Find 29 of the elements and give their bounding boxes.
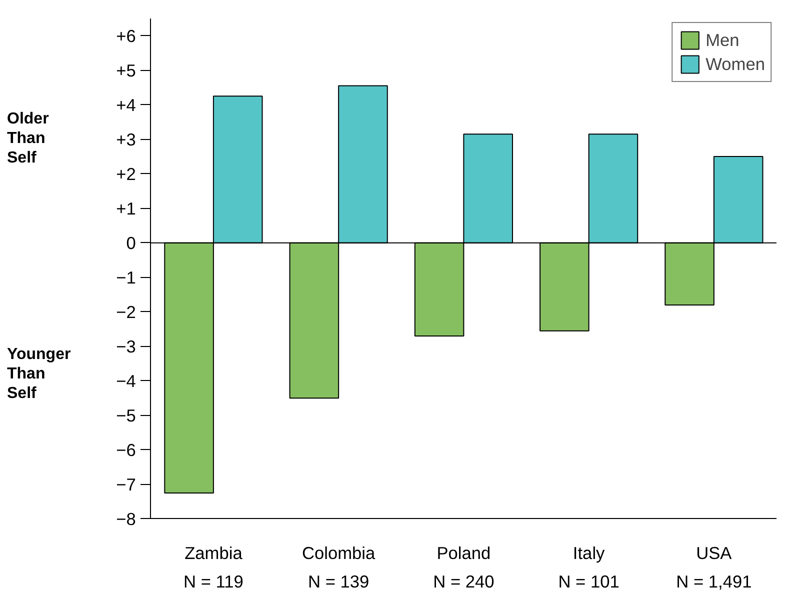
y-tick-label: 0 xyxy=(126,232,136,253)
text: N = 1,491 xyxy=(676,571,752,592)
y-tick-label: −3 xyxy=(116,336,136,356)
legend-label: Women xyxy=(706,54,765,74)
y-tick-label: −4 xyxy=(116,370,136,391)
text: N = 139 xyxy=(308,571,370,592)
text: N = 119 xyxy=(184,571,244,592)
y-tick-label: −2 xyxy=(116,302,136,322)
y-tick-label: +1 xyxy=(116,198,136,218)
x-tick-label: Colombia xyxy=(302,542,376,563)
x-tick-label: Zambia xyxy=(184,542,243,563)
y-tick-label: −1 xyxy=(116,267,136,288)
y-tick-label: −8 xyxy=(116,508,136,529)
x-tick-label: Italy xyxy=(572,542,606,563)
y-tick-label: −7 xyxy=(116,474,136,494)
legend-label: Men xyxy=(706,30,740,50)
y-tick-label: +3 xyxy=(116,129,136,150)
text: Older Than Self xyxy=(7,110,49,167)
x-tick-label: Poland xyxy=(436,542,491,563)
y-tick-label: +2 xyxy=(116,164,136,184)
y-tick-label: +6 xyxy=(116,26,136,46)
y-tick-label: +5 xyxy=(116,60,136,80)
y-tick-label: −6 xyxy=(116,440,136,460)
text: N = 240 xyxy=(433,571,494,592)
y-tick-label: +4 xyxy=(116,94,136,115)
x-tick-label: USA xyxy=(696,542,732,563)
text: Younger Than Self xyxy=(7,346,71,402)
y-tick-label: −5 xyxy=(116,405,136,426)
text: N = 101 xyxy=(558,571,620,592)
